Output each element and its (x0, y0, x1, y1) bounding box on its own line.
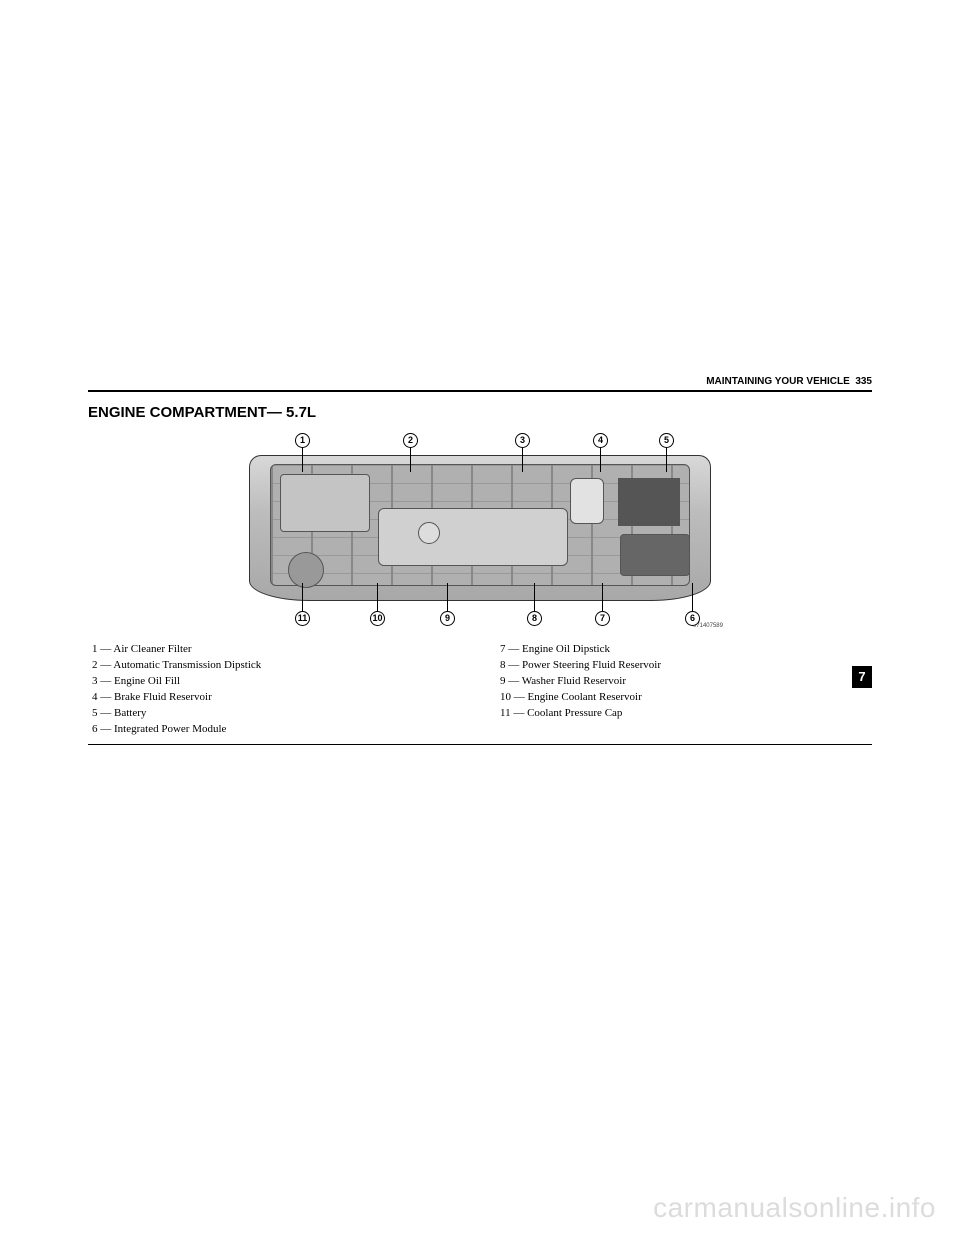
legend-item: 6 — Integrated Power Module (92, 722, 460, 738)
header-text: MAINTAINING YOUR VEHICLE 335 (700, 376, 872, 387)
brake-reservoir-shape (570, 478, 604, 524)
callout-4: 4 (593, 433, 608, 448)
callout-line-3 (522, 448, 523, 472)
legend-item: 7 — Engine Oil Dipstick (500, 642, 868, 658)
legend-item: 11 — Coolant Pressure Cap (500, 706, 868, 722)
callout-line-8 (534, 583, 535, 611)
coolant-cap-shape (288, 552, 324, 588)
callout-11: 11 (295, 611, 310, 626)
legend-divider (88, 744, 872, 745)
callout-3: 3 (515, 433, 530, 448)
page-content: MAINTAINING YOUR VEHICLE 335 ENGINE COMP… (88, 390, 872, 745)
legend-item: 4 — Brake Fluid Reservoir (92, 690, 460, 706)
air-cleaner-shape (280, 474, 370, 532)
header-rule: MAINTAINING YOUR VEHICLE 335 (88, 390, 872, 392)
engine-outline (249, 455, 711, 601)
legend: 1 — Air Cleaner Filter2 — Automatic Tran… (88, 642, 872, 738)
callout-8: 8 (527, 611, 542, 626)
legend-left-column: 1 — Air Cleaner Filter2 — Automatic Tran… (92, 642, 460, 738)
legend-item: 1 — Air Cleaner Filter (92, 642, 460, 658)
callout-line-10 (377, 583, 378, 611)
header-page: 335 (855, 376, 872, 387)
callout-line-2 (410, 448, 411, 472)
callout-10: 10 (370, 611, 385, 626)
diagram-container: 071407589 1234511109876 (88, 431, 872, 636)
callout-1: 1 (295, 433, 310, 448)
legend-right-column: 7 — Engine Oil Dipstick8 — Power Steerin… (500, 642, 868, 738)
legend-item: 10 — Engine Coolant Reservoir (500, 690, 868, 706)
legend-item: 8 — Power Steering Fluid Reservoir (500, 658, 868, 674)
oil-fill-shape (418, 522, 440, 544)
callout-line-7 (602, 583, 603, 611)
legend-item: 2 — Automatic Transmission Dipstick (92, 658, 460, 674)
callout-line-5 (666, 448, 667, 472)
section-title: ENGINE COMPARTMENT— 5.7L (88, 404, 872, 421)
watermark: carmanualsonline.info (653, 1192, 936, 1224)
legend-item: 5 — Battery (92, 706, 460, 722)
battery-shape (618, 478, 680, 526)
callout-line-4 (600, 448, 601, 472)
callout-5: 5 (659, 433, 674, 448)
callout-6: 6 (685, 611, 700, 626)
engine-diagram: 071407589 1234511109876 (235, 431, 725, 631)
callout-line-11 (302, 583, 303, 611)
intake-shape (378, 508, 568, 566)
legend-item: 3 — Engine Oil Fill (92, 674, 460, 690)
header-section: MAINTAINING YOUR VEHICLE (706, 376, 850, 387)
section-tab: 7 (852, 666, 872, 688)
legend-item: 9 — Washer Fluid Reservoir (500, 674, 868, 690)
callout-line-6 (692, 583, 693, 611)
callout-line-1 (302, 448, 303, 472)
power-module-shape (620, 534, 690, 576)
callout-2: 2 (403, 433, 418, 448)
callout-7: 7 (595, 611, 610, 626)
callout-9: 9 (440, 611, 455, 626)
callout-line-9 (447, 583, 448, 611)
